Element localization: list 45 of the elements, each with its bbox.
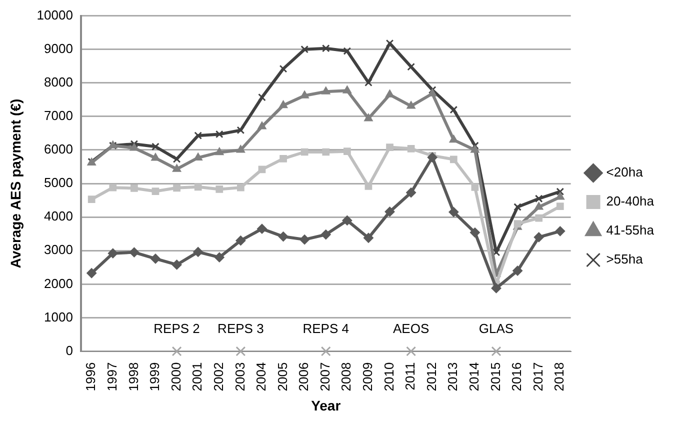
y-tick-label: 6000 xyxy=(44,142,73,157)
x-tick-label: 2013 xyxy=(445,362,460,392)
legend-label: <20ha xyxy=(606,164,644,180)
x-tick-label: 2000 xyxy=(168,362,184,392)
x-tick-label: 1998 xyxy=(126,362,141,392)
x-tick-label: 1996 xyxy=(83,362,98,392)
y-tick-label: 4000 xyxy=(44,208,73,224)
x-tick-label: 2002 xyxy=(210,362,226,392)
annotation: REPS 2 xyxy=(154,320,200,336)
y-tick-label: 5000 xyxy=(44,175,73,190)
x-tick-label: 2016 xyxy=(509,362,524,392)
x-tick-label: 2004 xyxy=(254,362,269,392)
y-tick-label: 3000 xyxy=(44,242,73,258)
x-tick-label: 2006 xyxy=(296,362,312,392)
y-tick-label: 1000 xyxy=(44,309,73,324)
x-tick-label: 2018 xyxy=(552,362,567,392)
y-tick-label: 0 xyxy=(66,342,73,358)
legend-label: >55ha xyxy=(606,252,644,267)
annotation: REPS 3 xyxy=(218,320,264,336)
x-tick-label: 2012 xyxy=(424,362,439,392)
legend-label: 20-40ha xyxy=(606,194,655,209)
x-axis-title: Year xyxy=(311,397,342,414)
x-tick-label: 2009 xyxy=(360,362,376,392)
annotation: REPS 4 xyxy=(302,320,349,336)
x-tick-label: 1999 xyxy=(147,362,162,392)
x-tick-label: 2007 xyxy=(317,362,332,392)
y-tick-label: 2000 xyxy=(44,276,73,291)
x-tick-label: 2015 xyxy=(488,362,503,392)
annotation: GLAS xyxy=(478,320,514,336)
x-tick-label: 2005 xyxy=(274,362,290,392)
y-tick-label: 8000 xyxy=(44,74,73,90)
x-tick-label: 2008 xyxy=(338,362,354,392)
annotation: AEOS xyxy=(393,320,430,336)
x-tick-label: 2003 xyxy=(232,362,248,392)
y-tick-label: 10000 xyxy=(36,7,73,22)
legend-label: 41-55ha xyxy=(606,222,655,238)
x-tick-label: 2010 xyxy=(381,362,396,392)
x-tick-label: 2014 xyxy=(466,362,482,392)
y-axis-title: Average AES payment (€) xyxy=(7,98,24,268)
x-tick-label: 2001 xyxy=(190,362,205,392)
y-tick-label: 7000 xyxy=(44,108,73,124)
y-tick-label: 9000 xyxy=(44,40,73,56)
x-tick-label: 2017 xyxy=(530,362,546,392)
x-tick-label: 2011 xyxy=(402,362,418,390)
x-tick-label: 1997 xyxy=(104,362,120,392)
